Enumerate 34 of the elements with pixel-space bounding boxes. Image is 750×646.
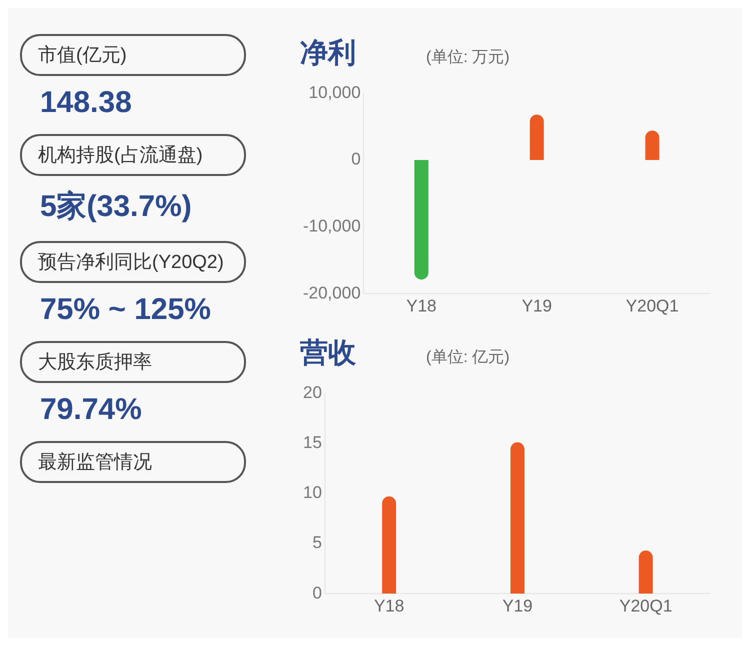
x-tick-label: Y19 [522, 296, 552, 316]
text: 市值(亿元) [20, 34, 246, 76]
bar [530, 114, 544, 160]
y-tick-label: 5 [312, 533, 322, 552]
bar [645, 130, 660, 160]
x-tick-label: Y19 [502, 596, 533, 616]
text: 148.38 [39, 85, 133, 120]
text: 79.74% [39, 392, 143, 427]
text: 75% ~ 125% [39, 292, 212, 327]
y-tick-label: 15 [302, 432, 322, 452]
text: 最新监管情况 [20, 441, 246, 483]
text: 机构持股(占流通盘) [20, 134, 246, 176]
bar [510, 442, 524, 594]
bar [638, 550, 653, 594]
x-tick-label: Y20Q1 [619, 596, 672, 616]
chart-title: 净利 [300, 36, 356, 70]
text: 5家(33.7%) [39, 188, 193, 225]
x-tick-label: Y18 [374, 596, 404, 616]
text: 大股东质押率 [20, 341, 246, 383]
y-tick-label: 10,000 [308, 82, 361, 102]
y-tick-label: 0 [312, 583, 322, 602]
text: 预告净利同比(Y20Q2) [20, 241, 246, 283]
bar [414, 160, 428, 280]
chart-title: 营收 [300, 336, 356, 370]
y-tick-label: 10 [302, 483, 322, 502]
bar [382, 496, 396, 594]
y-tick-label: -20,000 [302, 283, 361, 302]
x-tick-label: Y18 [406, 296, 437, 316]
chart-subtitle: (单位: 万元) [426, 48, 510, 68]
y-tick-label: 20 [302, 382, 322, 402]
chart-subtitle: (单位: 亿元) [426, 348, 510, 368]
x-tick-label: Y20Q1 [626, 296, 679, 316]
y-tick-label: 0 [351, 150, 361, 169]
y-tick-label: -10,000 [302, 216, 361, 236]
